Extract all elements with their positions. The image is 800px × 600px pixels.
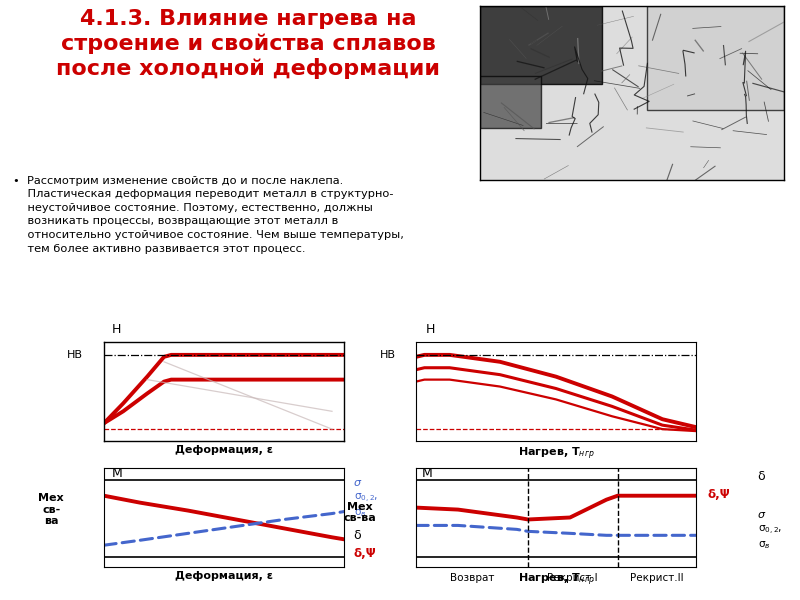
Text: Мех
св-ва: Мех св-ва	[344, 502, 376, 523]
X-axis label: Нагрев, T$_{нгр}$: Нагрев, T$_{нгр}$	[518, 445, 594, 461]
Text: δ: δ	[354, 529, 362, 542]
Text: δ,Ψ: δ,Ψ	[354, 547, 376, 560]
Text: σ$_{0,2}$,: σ$_{0,2}$,	[354, 493, 378, 505]
FancyBboxPatch shape	[480, 6, 602, 84]
Text: σ: σ	[354, 478, 361, 488]
X-axis label: Нагрев, T$_{нгр}$: Нагрев, T$_{нгр}$	[518, 571, 594, 587]
Text: НВ: НВ	[67, 350, 83, 360]
Text: Рекрист.I: Рекрист.I	[547, 573, 598, 583]
Text: Н: Н	[111, 323, 121, 336]
Text: Н: Н	[426, 323, 434, 336]
Text: σ: σ	[758, 509, 765, 520]
Text: σ$_{0,2}$,: σ$_{0,2}$,	[758, 524, 782, 537]
Text: Мех
св-
ва: Мех св- ва	[38, 493, 64, 526]
Text: •  Рассмотрим изменение свойств до и после наклепа.
    Пластическая деформация : • Рассмотрим изменение свойств до и посл…	[13, 176, 403, 254]
FancyBboxPatch shape	[480, 76, 541, 128]
X-axis label: Деформация, ε: Деформация, ε	[175, 445, 273, 455]
Text: σ$_в$: σ$_в$	[758, 539, 770, 551]
Text: 4.1.3. Влияние нагрева на
строение и свойства сплавов
после холодной деформации: 4.1.3. Влияние нагрева на строение и сво…	[56, 9, 440, 79]
Text: δ,Ψ: δ,Ψ	[707, 488, 730, 500]
Text: M: M	[112, 467, 122, 481]
Text: M: M	[422, 467, 433, 481]
Text: Возврат: Возврат	[450, 573, 494, 583]
FancyBboxPatch shape	[647, 6, 784, 110]
Text: НВ: НВ	[380, 350, 396, 360]
Text: σ$_в$: σ$_в$	[354, 508, 366, 520]
Text: δ: δ	[758, 470, 766, 483]
Text: Рекрист.II: Рекрист.II	[630, 573, 684, 583]
X-axis label: Деформация, ε: Деформация, ε	[175, 571, 273, 581]
